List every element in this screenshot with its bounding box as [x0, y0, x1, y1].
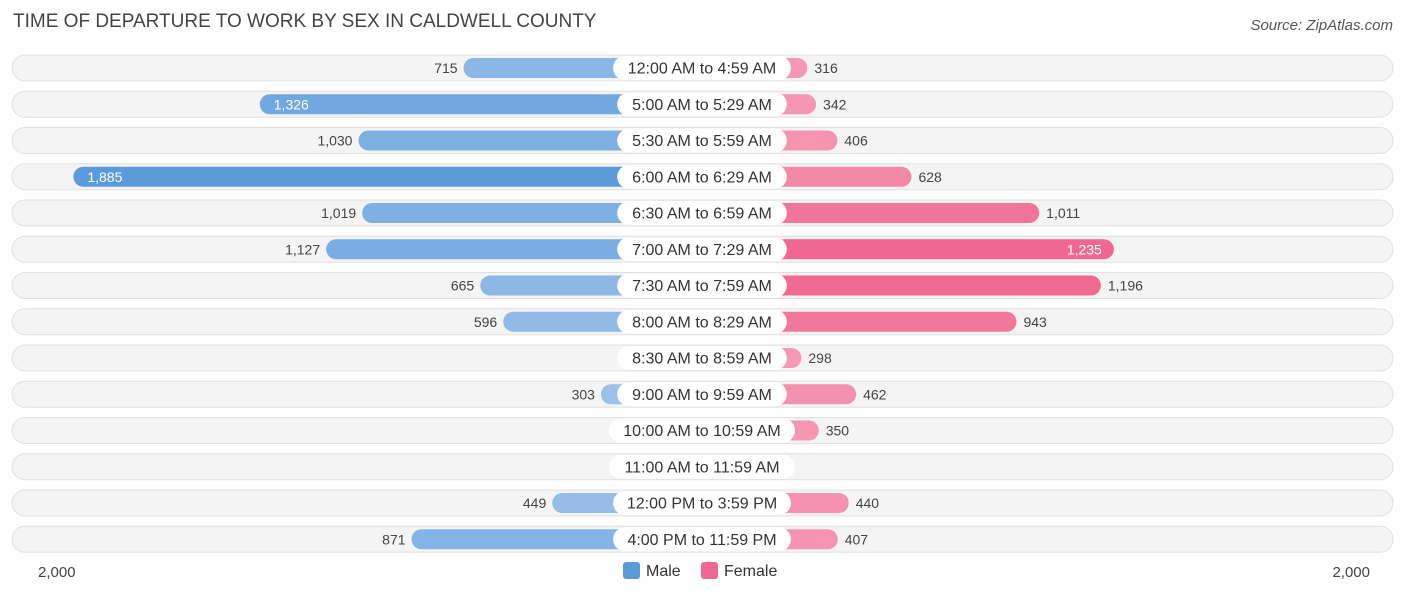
category-pill	[613, 527, 791, 552]
male-bar	[362, 203, 702, 223]
category-pill	[617, 346, 787, 370]
category-pill	[617, 273, 787, 298]
female-value-label: 342	[823, 96, 847, 112]
male-value-label: 1,885	[87, 169, 122, 185]
category-pill	[617, 164, 787, 189]
category-label: 11:00 AM to 11:59 AM	[624, 459, 779, 476]
female-value-label: 1,196	[1108, 278, 1143, 294]
chart-title: TIME OF DEPARTURE TO WORK BY SEX IN CALD…	[13, 11, 597, 32]
category-label: 8:00 AM to 8:29 AM	[632, 314, 772, 331]
category-label: 12:00 AM to 4:59 AM	[628, 61, 777, 78]
category-label: 7:30 AM to 7:59 AM	[632, 278, 772, 295]
male-value-label: 1,326	[274, 96, 309, 112]
chart-row: 1,019 1,011 6:30 AM to 6:59 AM	[11, 199, 1394, 227]
female-bar	[702, 239, 1114, 260]
category-label: 5:00 AM to 5:29 AM	[632, 97, 772, 114]
category-pill	[617, 201, 787, 225]
chart-row: 1,326 342 5:00 AM to 5:29 AM	[11, 90, 1394, 118]
legend-label-male: Male	[646, 563, 681, 580]
axis-right-label: 2,000	[1332, 564, 1370, 581]
category-label: 8:30 AM to 8:59 AM	[632, 351, 772, 368]
chart-row: 1,885 628 6:00 AM to 6:29 AM	[11, 163, 1394, 191]
chart-row: 715 316 12:00 AM to 4:59 AM	[11, 54, 1394, 82]
legend: Male Female	[623, 562, 777, 580]
female-value-label: 350	[826, 423, 850, 439]
male-value-label: 1,127	[285, 241, 320, 257]
category-pill	[609, 454, 795, 479]
category-label: 5:30 AM to 5:59 AM	[632, 133, 772, 150]
chart-row: 596 943 8:00 AM to 8:29 AM	[11, 308, 1394, 336]
female-value-label: 1,011	[1046, 205, 1080, 221]
male-bar	[326, 239, 702, 260]
chart-row: 16235010:00 AM to 10:59 AM	[11, 417, 1394, 444]
category-pill	[617, 128, 787, 153]
category-label: 7:00 AM to 7:29 AM	[632, 242, 772, 259]
category-label: 6:30 AM to 6:59 AM	[632, 206, 772, 223]
male-value-label: 303	[572, 386, 596, 402]
male-bar	[259, 94, 702, 115]
male-value-label: 449	[523, 495, 547, 511]
axis-left-label: 2,000	[38, 564, 76, 581]
female-value-label: 298	[808, 350, 832, 366]
chart-rows: 715 316 12:00 AM to 4:59 AM 1,326 342 5:00 AM…	[11, 54, 1394, 553]
category-label: 9:00 AM to 9:59 AM	[632, 387, 772, 404]
chart-row: 665 1,196 7:30 AM to 7:59 AM	[11, 272, 1394, 299]
category-pill	[617, 309, 787, 334]
male-bar	[358, 130, 702, 151]
female-value-label: 943	[1023, 314, 1047, 330]
legend-label-female: Female	[724, 563, 777, 580]
legend-swatch-male	[623, 562, 640, 579]
chart-row: 1012988:30 AM to 8:59 AM	[11, 344, 1394, 372]
female-value-label: 440	[856, 495, 880, 511]
category-pill	[613, 56, 791, 80]
male-value-label: 1,030	[317, 133, 352, 149]
chart-row: 1,127 1,235 7:00 AM to 7:29 AM	[11, 235, 1394, 263]
female-value-label: 407	[845, 531, 869, 547]
chart-row: 449 440 12:00 PM to 3:59 PM	[11, 489, 1394, 517]
category-pill	[617, 237, 787, 262]
chart-row: 10217211:00 AM to 11:59 AM	[11, 453, 1394, 481]
male-value-label: 665	[451, 278, 475, 294]
category-label: 6:00 AM to 6:29 AM	[632, 169, 772, 186]
female-value-label: 406	[844, 133, 868, 149]
category-pill	[617, 92, 787, 117]
chart-row: 871 407 4:00 PM to 11:59 PM	[11, 525, 1394, 553]
legend-swatch-female	[701, 562, 718, 579]
category-label: 10:00 AM to 10:59 AM	[623, 423, 780, 440]
chart-source: Source: ZipAtlas.com	[1250, 17, 1393, 34]
male-bar	[73, 166, 703, 187]
male-value-label: 596	[474, 314, 498, 330]
category-label: 12:00 PM to 3:59 PM	[627, 496, 777, 513]
female-value-label: 462	[863, 386, 887, 402]
category-pill	[613, 491, 791, 515]
male-value-label: 871	[382, 531, 406, 547]
male-value-label: 1,019	[321, 205, 356, 221]
category-label: 4:00 PM to 11:59 PM	[627, 532, 776, 549]
female-bar	[702, 275, 1101, 296]
female-value-label: 1,235	[1067, 241, 1102, 257]
category-pill	[609, 418, 795, 443]
category-pill	[617, 382, 787, 407]
female-bar	[702, 203, 1040, 223]
female-value-label: 316	[814, 60, 838, 76]
female-value-label: 628	[918, 169, 942, 185]
chart-row: 303 462 9:00 AM to 9:59 AM	[11, 380, 1394, 408]
male-value-label: 715	[434, 60, 458, 76]
chart-row: 1,030 406 5:30 AM to 5:59 AM	[11, 127, 1394, 154]
